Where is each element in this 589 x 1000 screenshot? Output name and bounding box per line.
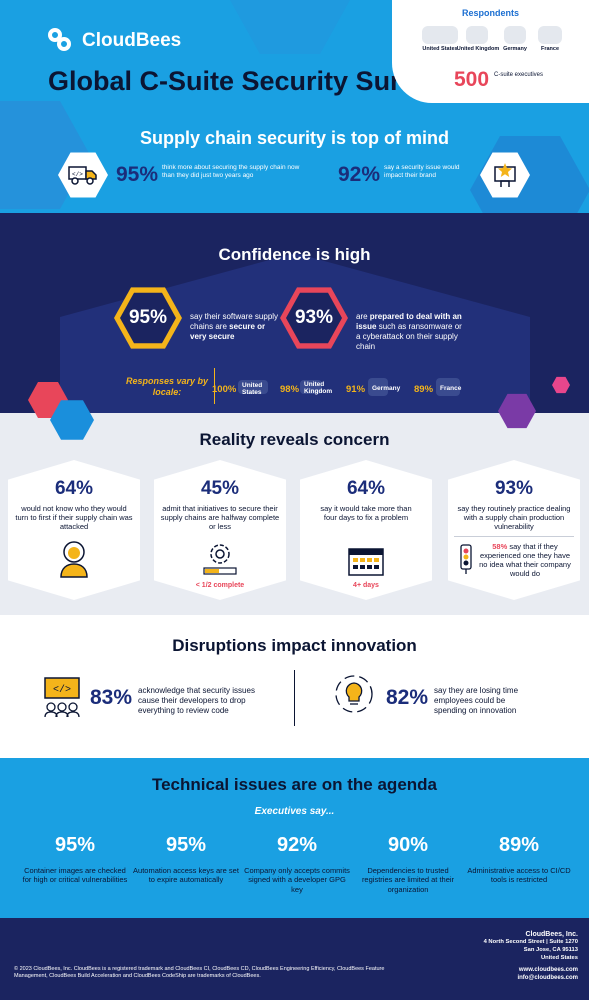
divider [214, 368, 215, 404]
hex-decoration [230, 0, 350, 54]
confidence-hex-badge: 93% [280, 287, 348, 349]
reality-card: 64% would not know who they would turn t… [8, 460, 140, 600]
brand-logo: CloudBees [48, 28, 181, 54]
footer-address: CloudBees, Inc. 4 North Second Street | … [420, 930, 578, 963]
reality-card: 64% say it would take more than four day… [300, 460, 432, 600]
stat-text: acknowledge that security issues cause t… [138, 686, 255, 715]
stat-text: Automation access keys are set to expire… [133, 866, 239, 885]
stat-percent: 82% [386, 686, 429, 709]
respondents-number: 500 [454, 68, 490, 91]
germany-map-icon [504, 26, 526, 44]
stat-text: Company only accepts commits signed with… [244, 866, 350, 894]
locale-label: Responses vary by locale: [125, 376, 209, 398]
footer-legal: © 2023 CloudBees, Inc. CloudBees is a re… [14, 966, 385, 980]
stat-note: < 1/2 complete [195, 582, 245, 589]
reality-card: 45% admit that initiatives to secure the… [154, 460, 286, 600]
stat-percent: 92% [338, 163, 381, 186]
stat-text: Dependencies to trusted registries are l… [361, 866, 455, 894]
locale-name: United States [242, 382, 263, 397]
technical-section [0, 758, 589, 918]
locale-name: United Kingdom [304, 381, 333, 396]
stat-text: say a security issue would impact their … [384, 164, 460, 179]
locale-name: Germany [372, 385, 401, 392]
locale-percent: 98% [280, 384, 300, 395]
locale-percent: 91% [346, 384, 366, 395]
hex-decoration [552, 376, 570, 394]
code-team-icon: </> [42, 676, 82, 723]
website-link[interactable]: www.cloudbees.com [518, 967, 578, 973]
svg-text:</>: </> [72, 171, 83, 178]
supply-chain-heading: Supply chain security is top of mind [139, 128, 450, 148]
locale-name: France [440, 385, 462, 392]
calendar-icon [348, 546, 384, 581]
uk-map-icon [466, 26, 488, 44]
stat-text: would not know who they would turn to fi… [15, 504, 133, 531]
us-map-icon [422, 26, 458, 44]
address-line: United States [540, 955, 578, 962]
stat-percent: 95% [116, 163, 159, 186]
stat-percent: 93% [494, 478, 534, 499]
stat-percent: 64% [346, 478, 386, 499]
stat-percent: 93% [286, 292, 342, 344]
page-title: Global C-Suite Security Survey [48, 66, 446, 96]
respondents-title: Respondents [461, 8, 519, 18]
svg-text:</>: </> [53, 684, 71, 696]
stat-percent: 95% [120, 292, 176, 344]
stat-percent: 90% [387, 834, 429, 856]
stat-text: Container images are checked for high or… [22, 866, 128, 885]
country-label: France [540, 46, 560, 52]
germany-map-icon [368, 378, 388, 396]
side-note: 58% say that if they experienced one the… [479, 542, 571, 578]
lightbulb-icon [334, 674, 374, 719]
confidence-text: are prepared to deal with an issue such … [356, 312, 462, 351]
footer [0, 918, 589, 1000]
respondents-label: C-suite executives [494, 72, 544, 78]
stat-text: say they routinely practice dealing with… [457, 504, 571, 531]
confidence-text: say their software supply chains are sec… [190, 312, 279, 341]
cloudbees-logo-icon [48, 28, 74, 54]
truck-icon: </> [58, 152, 108, 198]
company-name: CloudBees, Inc. [525, 931, 578, 938]
stat-percent: 64% [54, 478, 94, 499]
divider [454, 536, 574, 537]
email-link[interactable]: info@cloudbees.com [517, 975, 578, 982]
stat-percent: 45% [200, 478, 240, 499]
country-label: United States [422, 46, 458, 52]
stat-text: say they are losing time employees could… [434, 686, 519, 715]
stat-text: think more about securing the supply cha… [162, 164, 300, 179]
stat-percent: 95% [165, 834, 207, 856]
disruptions-heading: Disruptions impact innovation [172, 636, 417, 655]
person-icon [58, 540, 90, 583]
stat-note: 4+ days [353, 582, 379, 589]
uk-map-icon [300, 380, 322, 394]
france-map-icon [436, 378, 460, 396]
country-label: Germany [503, 46, 527, 52]
locale-percent: 100% [212, 384, 237, 395]
stat-text: admit that initiatives to secure their s… [160, 504, 280, 531]
stat-percent: 89% [498, 834, 540, 856]
brand-name: CloudBees [82, 30, 182, 51]
divider [294, 670, 295, 726]
confidence-heading: Confidence is high [218, 245, 371, 264]
stat-percent: 95% [54, 834, 96, 856]
technical-heading: Technical issues are on the agenda [151, 775, 437, 794]
reality-heading: Reality reveals concern [199, 430, 390, 449]
reality-card: 93% say they routinely practice dealing … [448, 460, 580, 600]
stat-percent: 92% [276, 834, 318, 856]
stat-percent: 83% [90, 686, 133, 709]
country-label: United Kingdom [456, 46, 500, 52]
stat-text: Administrative access to CI/CD tools is … [467, 866, 571, 885]
gear-progress-icon [202, 542, 238, 581]
respondents-card: Respondents United States United Kingdom… [392, 0, 589, 103]
address-line: 4 North Second Street | Suite 1270 [483, 939, 578, 946]
traffic-light-icon [458, 544, 474, 579]
stat-text: say it would take more than four days to… [320, 504, 412, 522]
france-map-icon [538, 26, 562, 44]
locale-percent: 89% [414, 384, 434, 395]
footer-contact: www.cloudbees.com info@cloudbees.com [420, 966, 578, 983]
address-line: San Jose, CA 95113 [523, 947, 578, 954]
us-map-icon [238, 380, 268, 394]
technical-subheading: Executives say... [254, 806, 335, 817]
